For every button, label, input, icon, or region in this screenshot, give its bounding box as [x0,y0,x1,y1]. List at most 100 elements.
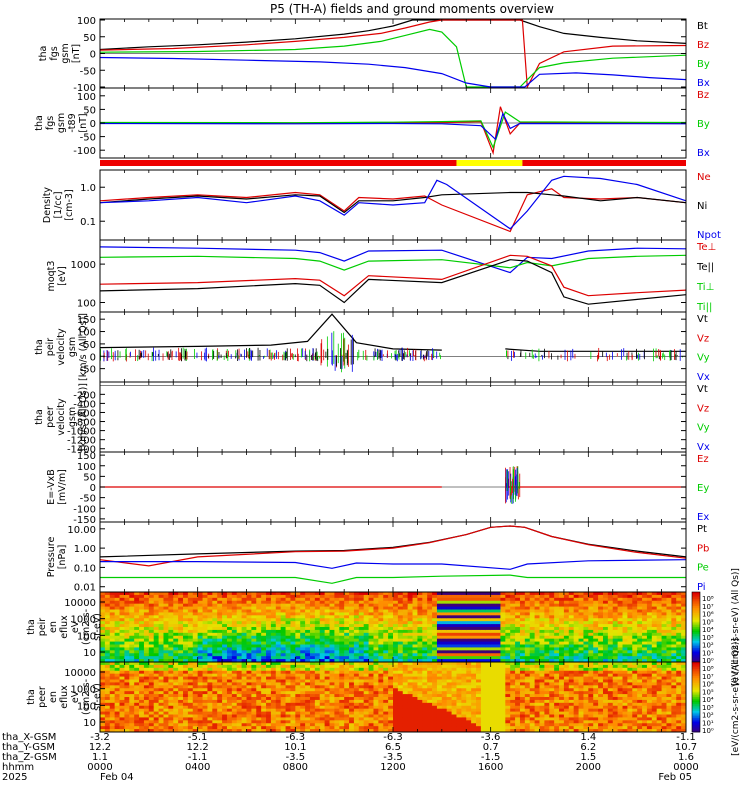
spectrogram-cell [466,594,472,599]
spectrogram-cell [192,726,199,730]
spectrogram-cell [256,594,262,599]
spectrogram-cell [573,592,579,596]
spectrogram-cell [573,603,579,607]
spectrogram-cell [246,729,252,733]
spectrogram-cell [676,659,682,663]
spectrogram-cell [270,641,277,645]
spectrogram-cell [368,612,374,616]
spectrogram-cell [349,632,355,637]
spectrogram-cell [378,635,384,640]
spectrogram-cell [524,612,531,616]
spectrogram-cell [393,656,399,660]
spectrogram-cell [602,641,609,645]
spectrogram-cell [480,606,487,610]
spectrogram-cell [466,656,472,660]
spectrogram-cell [602,609,609,613]
spectrogram-cell [256,612,262,616]
spectrogram-cell [270,592,277,596]
spectrogram-cell [163,726,169,730]
spectrogram-cell [666,618,672,622]
spectrogram-cell [266,647,272,651]
spectrogram-cell [158,679,164,683]
spectrogram-cell [412,612,418,616]
spectrogram-cell [134,624,140,628]
spectrogram-cell [656,597,662,602]
spectrogram-cell [519,629,526,634]
spectrogram-cell [100,667,106,672]
spectrogram-cell [231,714,238,718]
spectrogram-cell [153,664,159,669]
spectrogram-cell [534,650,540,654]
spectrogram-cell [183,708,189,712]
spectrogram-cell [226,656,233,660]
spectrogram-cell [524,603,531,607]
spectrogram-cell [637,644,643,648]
spectrogram-cell [505,627,511,631]
spectrogram-cell [183,729,189,733]
spectrogram-cell [622,627,628,631]
spectrogram-cell [236,647,243,651]
spectrogram-cell [319,594,326,599]
spectrogram-cell [104,688,111,692]
spectrogram-cell [266,711,272,715]
y-tick-label: -600 [73,408,96,419]
spectrogram-cell [637,603,643,607]
spectrogram-cell [588,618,594,622]
spectrogram-cell [222,624,228,628]
spectrogram-cell [471,644,477,648]
y-axis-label-line: tha [26,619,37,635]
spectrogram-cell [544,635,550,640]
spectrogram-cell [251,702,257,707]
spectrogram-cell [319,606,326,610]
spectrogram-cell [246,676,252,680]
spectrogram-cell [129,644,135,648]
spectrogram-cell [119,606,125,610]
spectrogram-cell [119,635,125,640]
spectrogram-cell [524,638,531,642]
spectrogram-cell [383,592,389,596]
spectrogram-cell [163,659,169,663]
spectrogram-cell [568,627,575,631]
spectrogram-cell [505,641,511,645]
spectrogram-cell [305,597,311,602]
spectrogram-cell [515,615,521,619]
spectrogram-cell [334,592,340,596]
series-line-pt [99,525,687,558]
spectrogram-cell [285,676,291,680]
spectrogram-cell [290,682,296,686]
spectrogram-cell [539,612,545,616]
spectrogram-cell [568,606,575,610]
spectrogram-cell [246,644,252,648]
spectrogram-cell [593,618,599,622]
spectrogram-cell [461,650,467,654]
spectrogram-cell [226,708,233,712]
spectrogram-cell [334,606,340,610]
spectrogram-cell [495,603,501,607]
spectrogram-cell [173,650,179,654]
spectrogram-cell [168,702,174,707]
spectrogram-cell [104,632,111,637]
spectrogram-cell [270,694,277,698]
spectrogram-cell [539,653,545,657]
spectrogram-cell [666,629,672,634]
spectrogram-cell [119,659,125,663]
spectrogram-cell [261,600,267,605]
spectrogram-cell [397,632,404,637]
spectrogram-cell [256,702,262,707]
spectrogram-cell [222,664,228,669]
spectrogram-cell [100,638,106,642]
spectrogram-cell [119,597,125,602]
spectrogram-cell [129,723,135,727]
spectrogram-cell [158,641,164,645]
spectrogram-cell [153,609,159,613]
spectrogram-cell [485,653,492,657]
spectrogram-cell [280,638,286,642]
spectrogram-cell [436,621,443,625]
spectrogram-cell [422,659,428,663]
spectrogram-cell [207,702,213,707]
spectrogram-cell [280,697,286,701]
spectrogram-cell [202,592,208,596]
spectrogram-cell [295,609,301,613]
spectrogram-cell [246,653,252,657]
spectrogram-cell [114,659,120,663]
